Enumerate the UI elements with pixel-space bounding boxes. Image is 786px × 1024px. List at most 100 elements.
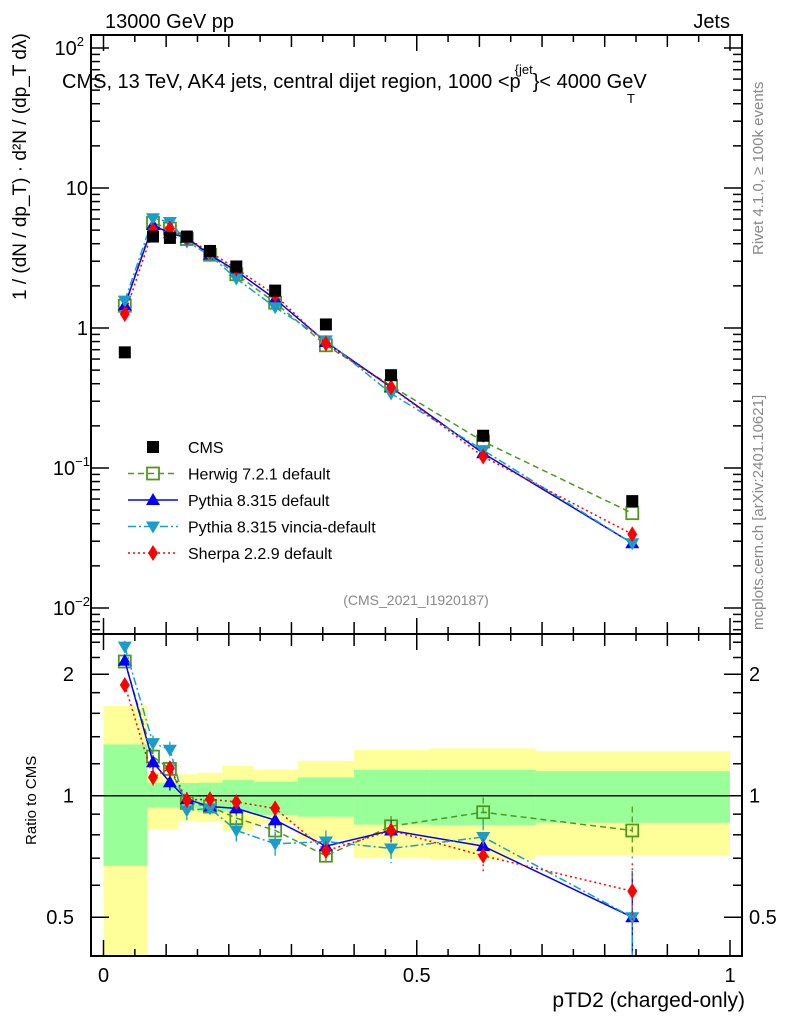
ratio-y-tick-label-left: 1	[63, 786, 74, 808]
ratio-y-tick-label-left: 0.5	[46, 907, 74, 929]
y-tick-label: 102	[55, 34, 84, 60]
plot-title: CMS, 13 TeV, AK4 jets, central dijet reg…	[62, 62, 647, 93]
header-right: Jets	[693, 11, 730, 33]
series-3-ratio-point	[627, 883, 638, 900]
series-2-main-point	[117, 295, 132, 308]
series-3-ratio-point	[205, 791, 216, 808]
series-2-ratio-point	[384, 843, 399, 856]
series-3-ratio-point	[164, 760, 175, 777]
ratio-band-inner	[297, 777, 355, 817]
y-tick-label: 1	[77, 318, 88, 340]
series-1-ratio-point	[162, 775, 177, 788]
x-tick-label: 0	[98, 965, 109, 987]
y-tick-base: 10	[66, 178, 88, 200]
legend-item: Sherpa 2.2.9 default	[128, 545, 333, 563]
legend-marker	[146, 493, 160, 505]
series-1-ratio-point	[268, 813, 283, 826]
x-tick-label: 1	[724, 965, 735, 987]
y-tick-label: 10−2	[53, 594, 90, 620]
legend-label: Herwig 7.2.1 default	[188, 467, 331, 484]
series-3-main-point	[478, 448, 489, 465]
series-3-main-point	[119, 305, 130, 322]
legend-item: Pythia 8.315 vincia-default	[128, 520, 376, 537]
series-1-ratio-point	[145, 755, 160, 768]
series-3-ratio-point	[270, 800, 281, 817]
cms-data-point	[269, 284, 282, 297]
ratio-band-inner	[429, 769, 536, 826]
series-3-ratio-point	[181, 791, 192, 808]
legend-marker	[148, 545, 158, 561]
plot-title-sub: T	[627, 91, 635, 106]
y-tick-label: 10−1	[53, 454, 90, 480]
mcplots-label: mcplots.cern.ch [arXiv:2401.10621]	[750, 395, 767, 630]
cms-data-point	[477, 429, 490, 442]
legend-marker	[146, 521, 160, 534]
series-3-ratio-point	[320, 842, 331, 859]
ratio-y-tick-label-left: 2	[63, 664, 74, 686]
legend-label: Pythia 8.315 vincia-default	[188, 520, 376, 537]
series-2-ratio-point	[179, 805, 194, 818]
legend-label: CMS	[188, 440, 224, 457]
series-3-ratio-point	[231, 793, 242, 810]
series-2-line-ratio	[124, 646, 633, 918]
series-2-ratio-point	[625, 912, 640, 925]
header-left: 13000 GeV pp	[105, 11, 234, 33]
series-3-ratio-point	[147, 769, 158, 786]
series-2-ratio-point	[162, 744, 177, 757]
ratio-bands	[91, 705, 742, 956]
series-2-main-point	[625, 538, 640, 551]
chart-marks	[117, 213, 640, 956]
y-tick-label: 10	[66, 178, 88, 200]
series-1-ratio-point	[117, 653, 132, 666]
cms-data-point	[626, 495, 639, 508]
series-2-ratio-point	[145, 738, 160, 751]
y-tick-exp: −2	[75, 594, 90, 609]
series-3-main-point	[320, 335, 331, 352]
ratio-band-inner	[354, 769, 430, 825]
cms-data-point	[204, 244, 217, 257]
series-2-ratio-point	[117, 641, 132, 654]
y-tick-exp: 2	[77, 34, 84, 49]
cms-data-point	[230, 260, 243, 273]
series-2-ratio-point	[476, 832, 491, 845]
series-0-ratio-point	[476, 805, 491, 820]
legend-marker	[146, 466, 160, 481]
y-tick-base: 10	[55, 38, 77, 60]
ratio-band-inner	[103, 744, 148, 866]
plot-title-tail: }< 4000 GeV	[533, 71, 648, 93]
series-2-main-point	[145, 213, 160, 226]
series-0-main-point	[625, 506, 640, 521]
cms-data-point	[146, 230, 159, 243]
series-2-ratio-point	[268, 838, 283, 851]
legend-item: CMS	[147, 440, 224, 457]
legend-item: Pythia 8.315 default	[128, 493, 330, 510]
ratio-frame	[90, 633, 743, 957]
ratio-y-tick-label-right: 1	[749, 786, 760, 808]
ratio-y-tick-label-right: 0.5	[749, 907, 777, 929]
series-3-ratio-point	[386, 822, 397, 839]
ratio-y-label: Ratio to CMS	[23, 756, 40, 845]
rivet-label: Rivet 4.1.0, ≥ 100k events	[750, 82, 767, 255]
series-2-ratio-point	[229, 825, 244, 838]
legend-label: Pythia 8.315 default	[188, 493, 330, 510]
series-2-ratio-point	[203, 803, 218, 816]
main-y-label: 1 / (dN / dp_T) · d²N / (dp_T dλ)	[10, 33, 31, 300]
series-3-line-main	[124, 227, 633, 535]
y-tick-base: 10	[53, 458, 75, 480]
y-tick-exp: −1	[75, 454, 90, 469]
legend-item: Herwig 7.2.1 default	[128, 467, 331, 484]
ratio-y-tick-label-right: 2	[749, 664, 760, 686]
cms-data-point	[118, 346, 131, 359]
series-3-ratio-point	[478, 847, 489, 864]
main-frame	[90, 34, 743, 635]
y-tick-base: 1	[77, 318, 88, 340]
ratio-band-inner	[535, 771, 730, 823]
y-tick-base: 10	[53, 598, 75, 620]
cms-data-point	[319, 318, 332, 331]
cms-data-point	[163, 231, 176, 244]
series-3-main-point	[627, 526, 638, 543]
legend: CMS Herwig 7.2.1 default Pythia 8.315 defa…	[128, 440, 376, 563]
x-tick-label: 0.5	[403, 965, 431, 987]
plot-title-main: CMS, 13 TeV, AK4 jets, central dijet reg…	[62, 71, 521, 93]
